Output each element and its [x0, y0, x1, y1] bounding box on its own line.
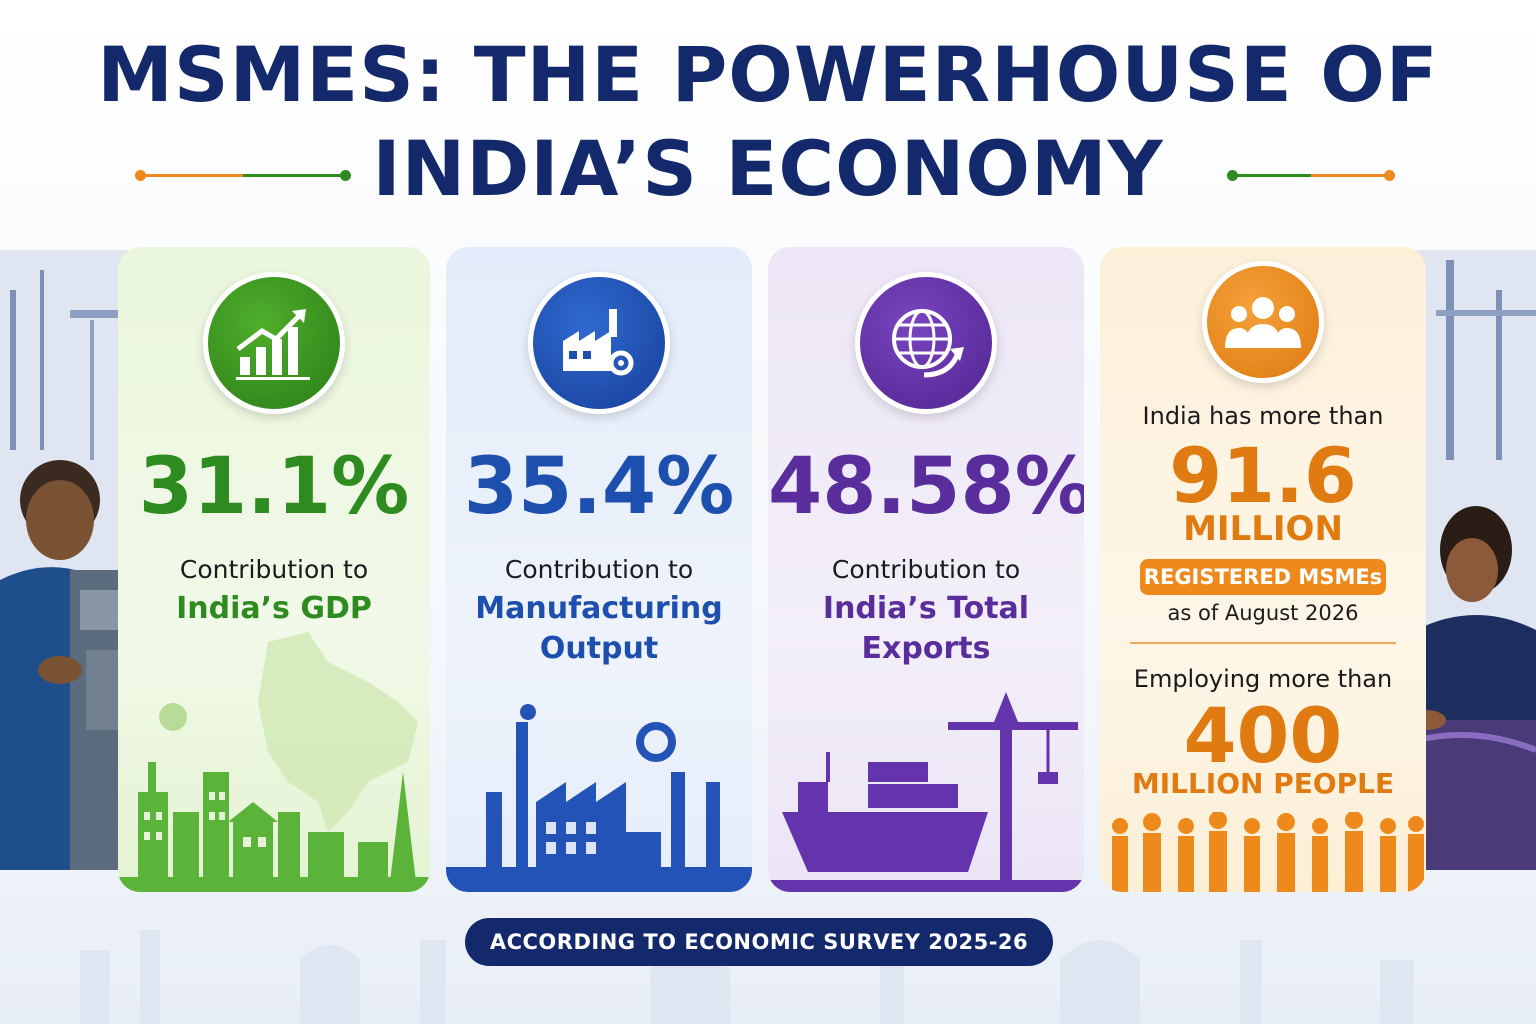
globe-arrow-icon	[855, 272, 997, 414]
msme-count-value: 91.6	[1169, 431, 1357, 520]
gdp-label-bold: India’s GDP	[176, 591, 372, 626]
background-skyline	[80, 930, 1414, 1024]
gdp-card: 31.1% Contribution to India’s GDP	[118, 247, 430, 892]
manufacturing-card: 35.4% Contribution to Manufacturing Outp…	[446, 247, 752, 892]
manufacturing-label: Contribution to	[504, 555, 694, 584]
exports-label-line-1: India’s Total	[822, 591, 1030, 626]
msme-as-of: as of August 2026	[1167, 601, 1359, 625]
green-city-illustration	[118, 632, 430, 892]
title-decor-left	[135, 170, 351, 181]
msme-count-card: India has more than 91.6 MILLION REGISTE…	[1100, 247, 1426, 892]
exports-label-line-2: Exports	[861, 631, 991, 666]
source-footer: ACCORDING TO ECONOMIC SURVEY 2025-26	[465, 918, 1053, 966]
exports-value: 48.58%	[768, 442, 1084, 532]
employment-value: 400	[1183, 691, 1343, 780]
employment-unit: MILLION PEOPLE	[1131, 767, 1395, 800]
people-crowd-illustration	[1112, 812, 1424, 892]
manufacturing-label-line-1: Manufacturing	[475, 591, 723, 626]
exports-label-bold: India’s Total Exports	[768, 589, 1084, 669]
manufacturing-label-line-2: Output	[539, 631, 659, 666]
gdp-value: 31.1%	[138, 442, 410, 532]
card-divider	[1130, 642, 1396, 644]
page-title: MSMEs: THE POWERHOUSE OF INDIA’S ECONOMY	[0, 28, 1536, 216]
manufacturing-value: 35.4%	[463, 442, 735, 532]
title-decor-right	[1227, 170, 1395, 181]
factory-gear-icon	[528, 272, 670, 414]
growth-chart-icon	[203, 272, 345, 414]
registered-msmes-badge: REGISTERED MSMEs	[1140, 559, 1386, 595]
exports-label: Contribution to	[831, 555, 1021, 584]
blue-factory-illustration	[446, 704, 752, 892]
msme-intro: India has more than	[1142, 402, 1384, 430]
manufacturing-label-bold: Manufacturing Output	[446, 589, 752, 669]
employment-intro: Employing more than	[1133, 665, 1393, 693]
people-group-icon	[1202, 261, 1324, 383]
gdp-label: Contribution to	[179, 555, 369, 584]
title-line-2: INDIA’S ECONOMY	[372, 124, 1164, 213]
ship-crane-illustration	[768, 692, 1084, 892]
exports-card: 48.58% Contribution to India’s Total Exp…	[768, 247, 1084, 892]
title-line-1: MSMEs: THE POWERHOUSE OF	[97, 30, 1439, 119]
msme-count-unit: MILLION	[1183, 509, 1343, 549]
